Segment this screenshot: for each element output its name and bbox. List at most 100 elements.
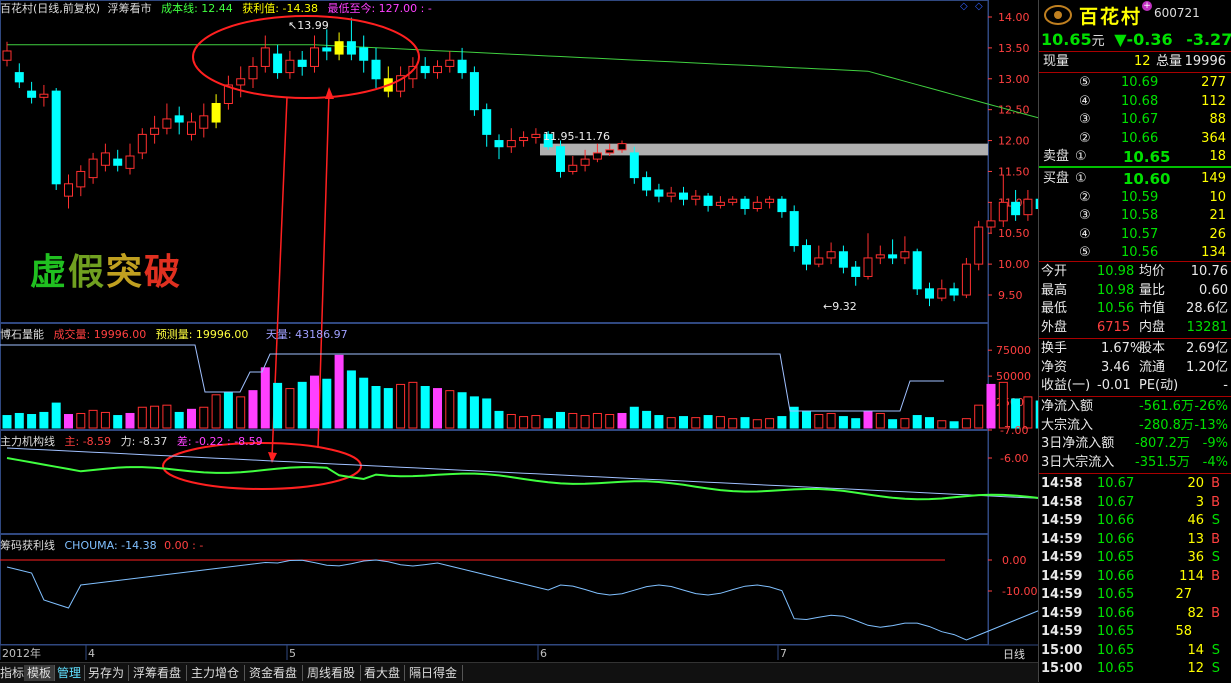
candle-body <box>715 201 725 206</box>
date-tick-label: 4 <box>88 647 95 660</box>
stat2-row: 净资 3.46 流通 1.20亿 <box>1039 359 1231 377</box>
chart-expand-icon[interactable]: ◇ <box>975 1 983 12</box>
volume-bar <box>691 417 701 429</box>
tick-price: 10.66 <box>1097 513 1135 528</box>
volume-bar <box>113 415 123 429</box>
candle-body <box>396 75 406 92</box>
volume-bar <box>740 417 750 429</box>
volume-bar <box>937 420 947 429</box>
stat-row: 最低 10.56 市值 28.6亿 <box>1039 300 1231 318</box>
bid-row: ② 10.59 10 <box>1039 189 1231 207</box>
bid-level: ⑤ <box>1079 245 1091 260</box>
chart-svg[interactable]: 14.0013.5013.0012.5012.0011.5011.0010.50… <box>0 0 1040 662</box>
candle-body <box>986 220 996 228</box>
tick-time: 14:58 <box>1041 476 1083 491</box>
tab-10[interactable]: 隔日得金 <box>404 665 463 681</box>
tick-volume: 20 <box>1187 476 1204 491</box>
chart-area[interactable]: 14.0013.5013.0012.5012.0011.5011.0010.50… <box>0 0 1040 662</box>
low-marker-value: 9.32 <box>832 300 857 313</box>
price-tick-label: 12.00 <box>998 135 1030 148</box>
stat-row: 外盘 6715 内盘 13281 <box>1039 319 1231 337</box>
volume-bar <box>334 354 344 429</box>
candle-body <box>14 72 24 83</box>
tick-side: B <box>1211 568 1220 584</box>
logo-icon <box>1043 4 1073 26</box>
plus-icon[interactable]: + <box>1142 1 1152 11</box>
tab-7[interactable]: 资金看盘 <box>244 665 303 681</box>
divider <box>1039 51 1231 52</box>
candle-body <box>531 133 541 138</box>
overlay-char-3: 突 <box>106 251 145 293</box>
candle-body <box>679 192 688 200</box>
price-pct: -3.27% <box>1186 30 1231 49</box>
volume-bar <box>64 414 73 429</box>
candle-body <box>974 226 984 265</box>
volume-bar <box>543 418 553 429</box>
stat-label: 市值 <box>1139 301 1166 316</box>
bid-volume: 10 <box>1209 189 1226 205</box>
tick-time: 14:58 <box>1041 494 1083 510</box>
volume-bar <box>642 410 652 429</box>
overlay-char-1: 虚 <box>30 251 69 293</box>
candle-body <box>765 198 775 203</box>
tab-5[interactable]: 浮筹看盘 <box>128 665 187 681</box>
bid-label: 买盘 <box>1043 171 1070 186</box>
period-label[interactable]: 日线 <box>1003 648 1025 661</box>
candle-body <box>433 65 442 74</box>
now-vol-label: 现量 <box>1043 54 1070 69</box>
candle-body <box>174 115 184 123</box>
chouma-line <box>6 559 1040 641</box>
bid-volume: 149 <box>1201 171 1226 186</box>
volume-bar <box>728 418 738 429</box>
candle-body <box>322 47 332 52</box>
stat-label: 外盘 <box>1041 319 1068 335</box>
tick-price: 10.65 <box>1097 642 1135 658</box>
force-title: 主力机构线 <box>0 435 55 448</box>
force-main-label: 主: -8.59 <box>64 435 112 448</box>
tab-1[interactable]: 指标 <box>0 665 25 681</box>
tick-volume: 12 <box>1187 661 1204 676</box>
volume-bar <box>961 418 971 429</box>
date-tick-label: 5 <box>289 647 296 660</box>
gap-band <box>540 143 988 156</box>
highlight-ellipse <box>162 442 362 490</box>
tick-side: B <box>1211 605 1220 621</box>
divider <box>1039 473 1231 474</box>
date-tick-label: 7 <box>780 647 787 660</box>
tick-price: 10.65 <box>1097 661 1135 676</box>
stat-row: 今开 10.98 均价 10.76 <box>1039 263 1231 281</box>
candle-body <box>445 59 455 67</box>
tab-8[interactable]: 周线看股 <box>302 665 361 681</box>
stat2-label: PE(动) <box>1139 378 1179 393</box>
tick-volume: 36 <box>1187 550 1204 565</box>
overlay-caption: 虚假突破 <box>30 243 182 295</box>
force-line-green <box>6 457 1040 501</box>
candle-body <box>334 41 344 55</box>
highlight-ellipse <box>192 15 420 99</box>
tab-4[interactable]: 另存为 <box>84 665 129 681</box>
volume-bar <box>580 415 590 429</box>
tab-6[interactable]: 主力增仓 <box>186 665 245 681</box>
candle-body <box>211 102 221 123</box>
volume-bar <box>715 416 725 429</box>
volume-bar <box>137 406 147 429</box>
volume-bar <box>346 370 356 429</box>
tick-price: 10.65 <box>1097 587 1135 602</box>
tab-2[interactable]: 模板 <box>24 665 55 681</box>
tab-9[interactable]: 看大盘 <box>360 665 405 681</box>
tab-3[interactable]: 管理 <box>54 665 85 681</box>
tick-time: 14:59 <box>1041 531 1083 547</box>
price-tick-label: 13.50 <box>998 42 1030 55</box>
tick-volume: 27 <box>1175 587 1192 602</box>
candle-body <box>802 245 811 265</box>
volume-tick-label: 75000 <box>996 344 1031 357</box>
stat-value: 6715 <box>1097 319 1131 335</box>
stat-value: 10.98 <box>1097 282 1135 298</box>
volume-bar <box>802 410 811 429</box>
candle-body <box>592 152 602 160</box>
date-tick-label: 2012年 <box>2 646 41 660</box>
chart-menu-icon[interactable]: ◇ <box>960 1 968 12</box>
high-marker: ↖13.99 <box>288 19 329 32</box>
flow-row: 3日大宗流入 -351.5万 -4% <box>1039 454 1231 472</box>
volume-bar <box>925 417 934 429</box>
